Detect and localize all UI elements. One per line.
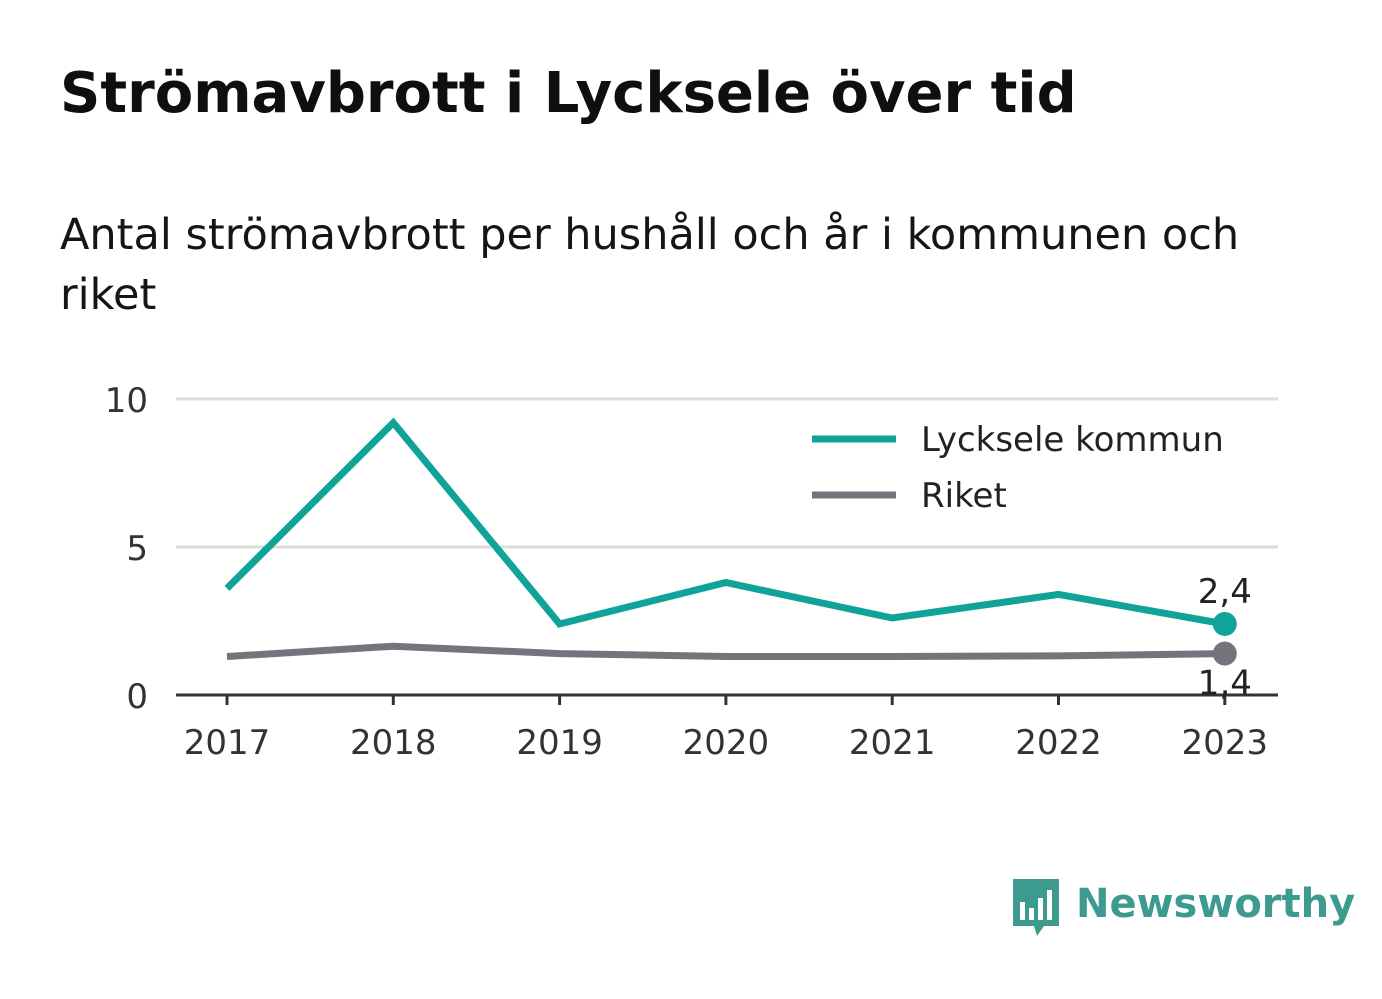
x-tick-label: 2023 [1182,723,1269,763]
x-tick-label: 2018 [350,723,437,763]
end-value-label: 1,4 [1198,664,1252,704]
legend-label: Lycksele kommun [921,420,1224,460]
x-tick-label: 2020 [683,723,770,763]
x-tick-label: 2022 [1015,723,1102,763]
y-tick-label: 10 [105,381,148,421]
series-line-riket [226,642,1225,660]
series-line-lycksele-kommun [224,417,1226,628]
chart-subtitle: Antal strömavbrott per hushåll och år i … [60,210,1240,320]
legend-label: Riket [921,476,1007,516]
x-tick-label: 2019 [516,723,603,763]
end-value-label: 2,4 [1198,572,1252,612]
y-tick-label: 0 [126,677,148,717]
y-tick-label: 5 [126,529,148,569]
x-tick-label: 2017 [184,723,271,763]
brand-name: Newsworthy [1076,881,1356,927]
chart-title: Strömavbrott i Lycksele över tid [60,61,1077,126]
end-point-lycksele-kommun [1212,611,1237,636]
x-tick-label: 2021 [849,723,936,763]
bar-chart-speech-bubble-icon [1013,879,1059,936]
end-point-riket [1212,641,1237,666]
newsworthy-logo: Newsworthy [1010,876,1355,940]
